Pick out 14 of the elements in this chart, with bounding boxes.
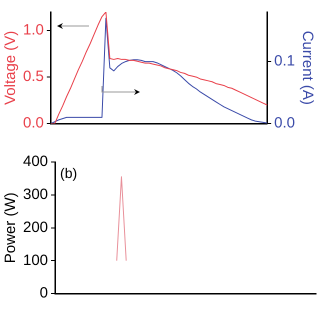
y-tick-label: 400 [22,153,48,170]
y-axis-title: Voltage (V) [2,30,20,105]
annotation: (b) [60,164,78,181]
y-tick-label: 0.0 [22,114,44,132]
y2-tick-label: 0.1 [274,52,296,70]
y-tick-label: 300 [22,186,48,204]
y-tick-label: 200 [22,218,48,236]
y2-axis-title: Current (A) [298,30,316,105]
y-tick-label: 100 [22,252,48,269]
y-tick-label: 0.5 [22,68,44,86]
y-axis-title: Power (W) [2,192,20,264]
y-tick-label: 1.0 [22,22,44,39]
y-tick-label: 0 [40,284,48,302]
y2-tick-label: 0.0 [274,114,296,132]
